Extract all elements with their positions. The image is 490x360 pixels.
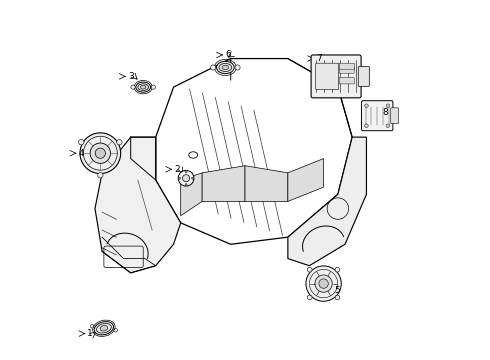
Text: 3: 3 xyxy=(128,72,134,81)
Circle shape xyxy=(307,267,312,272)
Ellipse shape xyxy=(219,63,232,72)
FancyBboxPatch shape xyxy=(339,77,354,84)
Ellipse shape xyxy=(97,323,111,333)
FancyBboxPatch shape xyxy=(339,67,354,73)
FancyBboxPatch shape xyxy=(391,108,398,123)
Ellipse shape xyxy=(100,325,108,331)
Circle shape xyxy=(90,143,111,163)
Circle shape xyxy=(307,295,312,300)
Circle shape xyxy=(178,177,181,179)
Circle shape xyxy=(178,170,194,186)
Circle shape xyxy=(335,267,340,272)
Circle shape xyxy=(185,184,187,186)
Circle shape xyxy=(386,104,390,108)
FancyBboxPatch shape xyxy=(316,63,339,90)
Text: 7: 7 xyxy=(316,54,322,63)
Polygon shape xyxy=(181,173,202,216)
Ellipse shape xyxy=(222,65,228,70)
Text: 6: 6 xyxy=(225,50,231,59)
Text: 8: 8 xyxy=(382,108,388,117)
Circle shape xyxy=(98,172,103,178)
Circle shape xyxy=(95,148,105,158)
Circle shape xyxy=(182,175,190,182)
FancyBboxPatch shape xyxy=(339,63,354,69)
Ellipse shape xyxy=(141,85,146,89)
Polygon shape xyxy=(288,137,367,266)
Circle shape xyxy=(365,124,368,127)
Circle shape xyxy=(151,85,155,89)
Circle shape xyxy=(306,266,341,301)
Circle shape xyxy=(235,65,240,70)
Circle shape xyxy=(319,279,328,288)
Text: 5: 5 xyxy=(334,286,340,295)
Polygon shape xyxy=(245,166,288,202)
Circle shape xyxy=(80,133,121,174)
Polygon shape xyxy=(95,137,181,273)
Circle shape xyxy=(78,139,84,145)
Text: 4: 4 xyxy=(78,149,84,158)
Circle shape xyxy=(117,139,122,145)
Polygon shape xyxy=(288,158,323,202)
Circle shape xyxy=(211,65,216,70)
Ellipse shape xyxy=(94,321,114,335)
Text: 1: 1 xyxy=(87,329,93,338)
Circle shape xyxy=(315,275,332,292)
FancyBboxPatch shape xyxy=(362,101,393,131)
FancyBboxPatch shape xyxy=(358,66,369,86)
Ellipse shape xyxy=(136,82,150,92)
Ellipse shape xyxy=(138,84,148,90)
Circle shape xyxy=(386,124,390,127)
Circle shape xyxy=(335,295,340,300)
Polygon shape xyxy=(202,166,245,202)
Circle shape xyxy=(131,85,135,89)
Circle shape xyxy=(365,104,368,108)
FancyBboxPatch shape xyxy=(311,55,361,98)
Circle shape xyxy=(185,171,187,173)
Ellipse shape xyxy=(217,61,234,73)
Text: 2: 2 xyxy=(174,165,180,174)
Circle shape xyxy=(192,177,194,179)
